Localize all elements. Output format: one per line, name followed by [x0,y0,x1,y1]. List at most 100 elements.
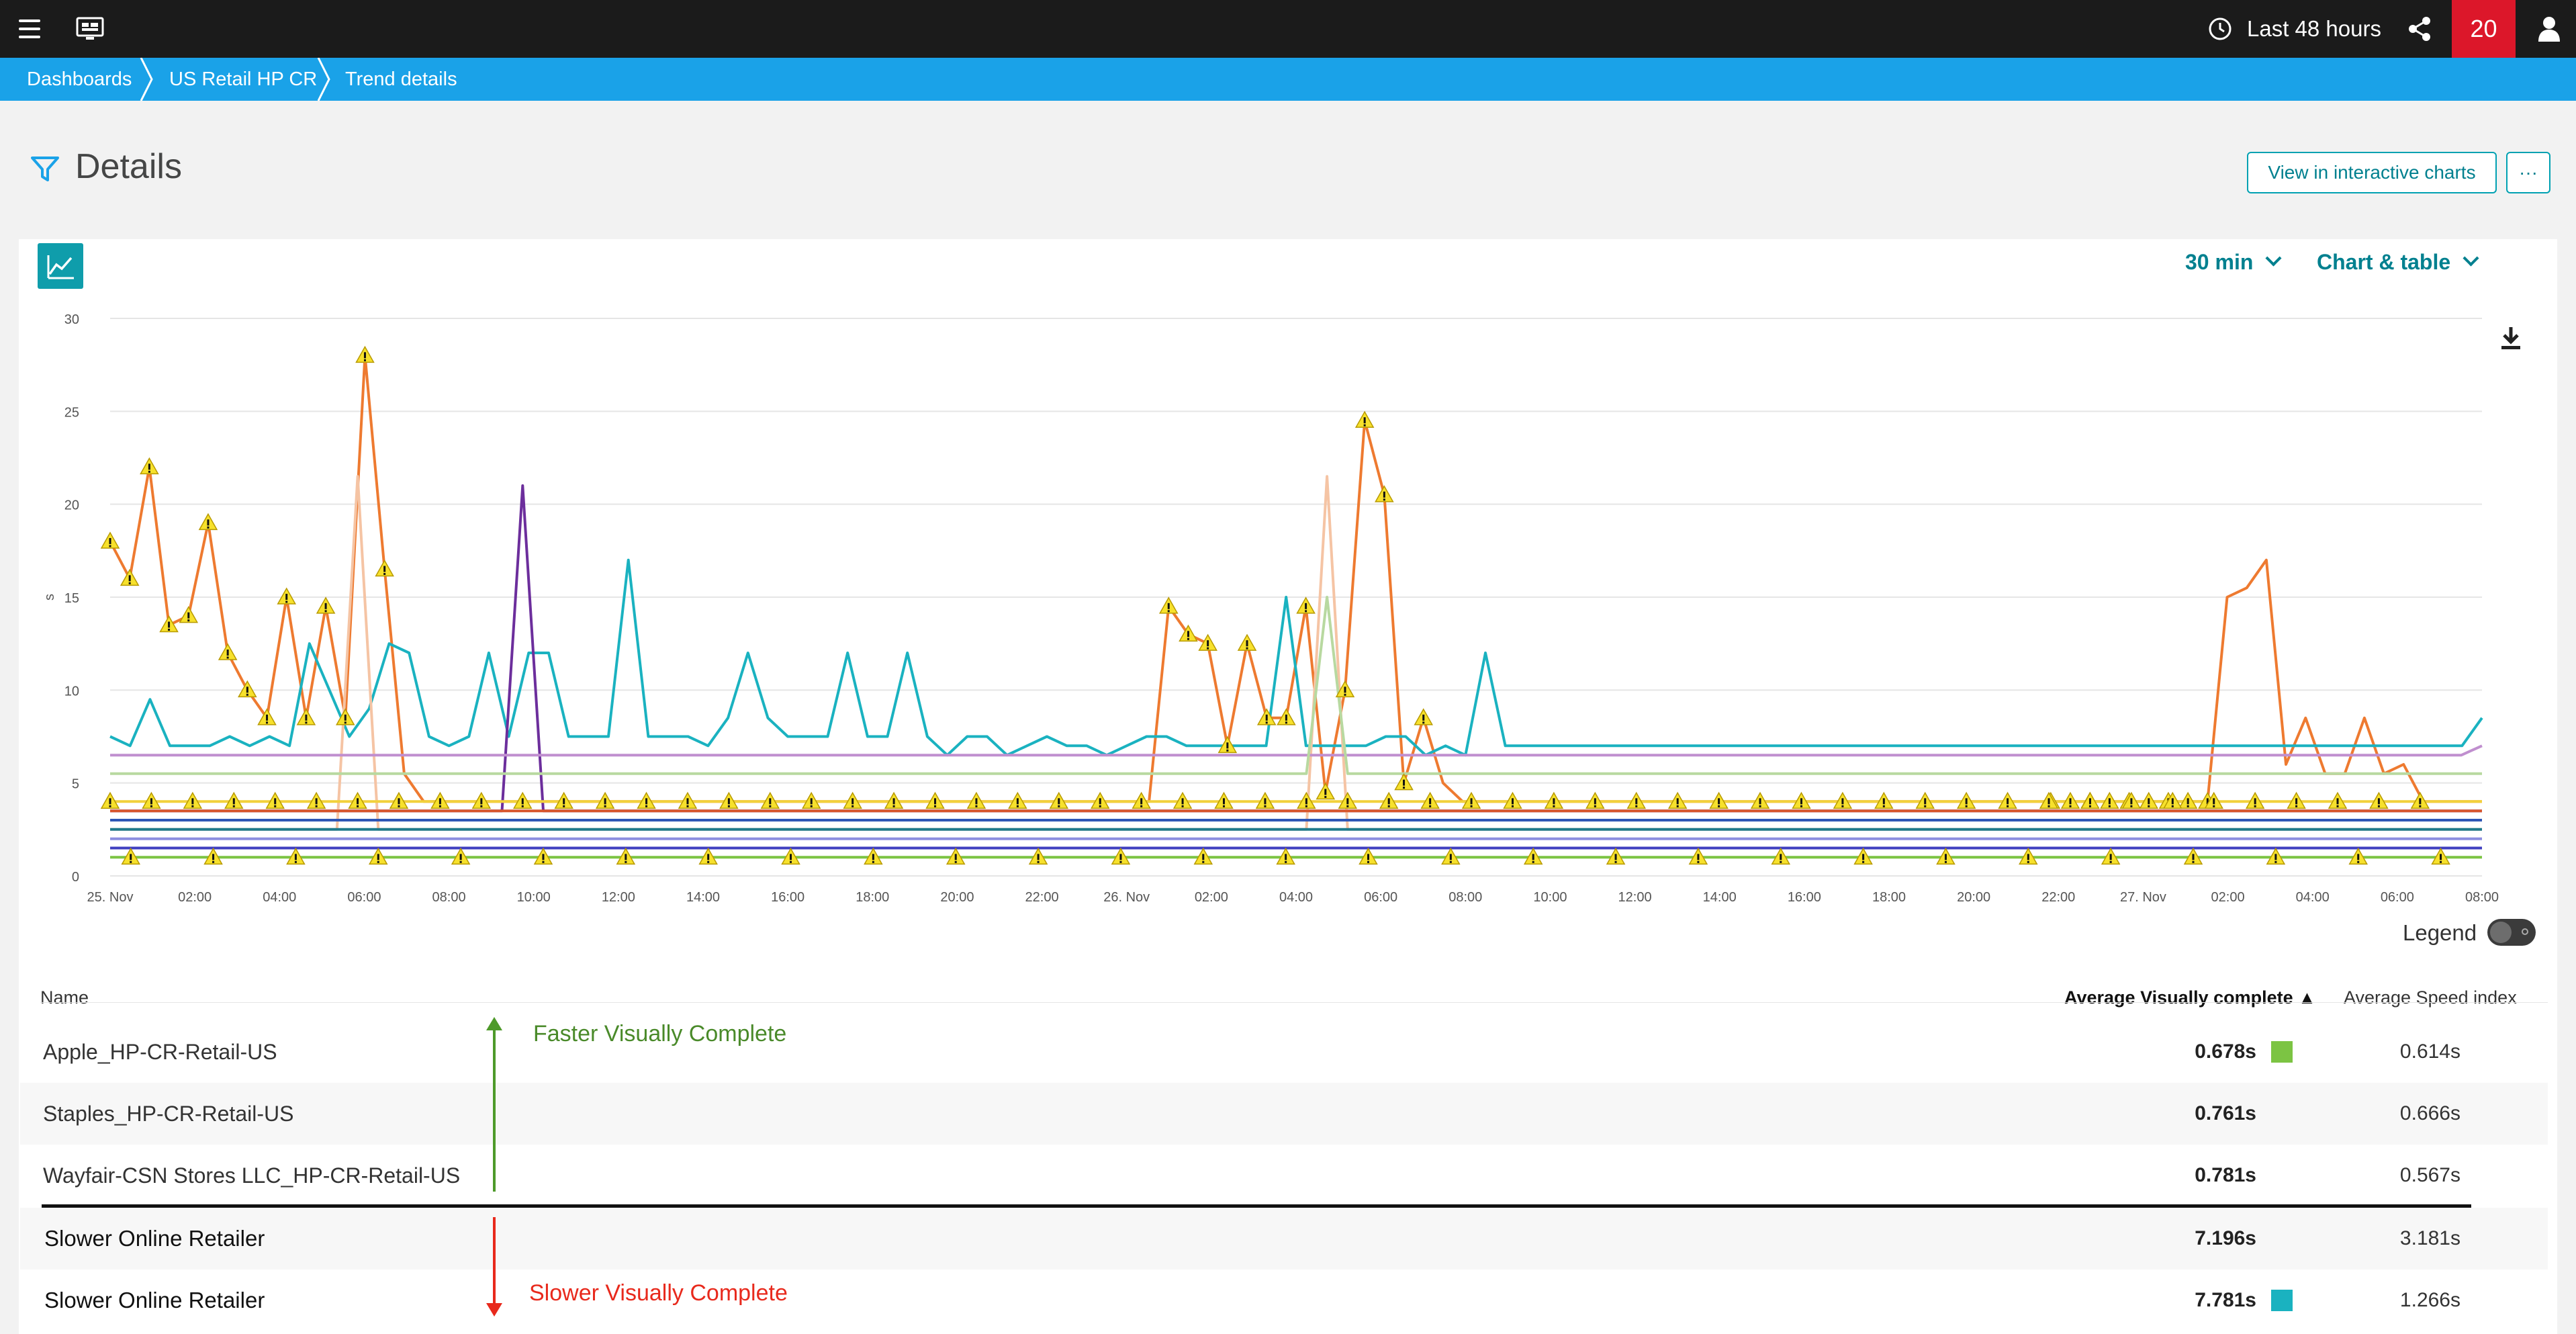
warning-icon[interactable] [1585,791,1605,809]
warning-icon[interactable] [451,847,471,865]
warning-icon[interactable] [1915,791,1935,809]
series-line[interactable] [110,596,2482,775]
warning-icon[interactable] [198,513,218,531]
warning-icon[interactable] [203,847,223,865]
warning-icon[interactable] [1394,773,1414,791]
warning-icon[interactable] [616,847,636,865]
warning-icon[interactable] [1090,791,1110,809]
warning-icon[interactable] [843,791,862,809]
warning-icon[interactable] [2369,791,2389,809]
warning-icon[interactable] [1833,791,1853,809]
warning-icon[interactable] [925,791,945,809]
series-line[interactable] [110,484,2482,813]
warning-icon[interactable] [1359,847,1378,865]
warning-icon[interactable] [2328,791,2348,809]
warning-icon[interactable] [966,791,986,809]
filter-icon[interactable] [31,156,59,183]
warning-icon[interactable] [471,791,492,809]
notification-badge[interactable]: 20 [2452,0,2516,58]
warning-icon[interactable] [368,847,388,865]
warning-icon[interactable] [2348,847,2368,865]
warning-icon[interactable] [698,847,718,865]
warning-icon[interactable] [2080,791,2100,809]
warning-icon[interactable] [2410,791,2430,809]
warning-icon[interactable] [781,847,800,865]
warning-icon[interactable] [2121,791,2142,809]
warning-icon[interactable] [2431,847,2450,865]
breadcrumb-dashboards[interactable]: Dashboards [27,69,132,90]
warning-icon[interactable] [179,606,199,623]
warning-icon[interactable] [348,791,367,809]
table-row[interactable]: Staples_HP-CR-Retail-US 0.761s 0.666s [20,1083,2548,1145]
warning-icon[interactable] [1998,791,2017,809]
warning-icon[interactable] [1354,410,1375,428]
warning-icon[interactable] [238,680,257,698]
view-mode-dropdown[interactable]: Chart & table [2317,250,2479,275]
warning-icon[interactable] [1414,708,1434,725]
warning-icon[interactable] [316,596,336,614]
warning-icon[interactable] [2060,791,2080,809]
warning-icon[interactable] [2183,847,2203,865]
warning-icon[interactable] [1049,791,1069,809]
warning-icon[interactable] [1132,791,1151,809]
warning-icon[interactable] [801,791,821,809]
warning-icon[interactable] [1179,624,1198,642]
warning-icon[interactable] [1111,847,1131,865]
warning-icon[interactable] [1172,791,1193,809]
resolution-dropdown[interactable]: 30 min [2185,250,2282,275]
table-row[interactable]: Slower Online Retailer 7.781s 1.266s [20,1270,2548,1331]
warning-icon[interactable] [1338,791,1358,809]
warning-icon[interactable] [554,791,573,809]
warning-icon[interactable] [1193,847,1213,865]
warning-icon[interactable] [1217,736,1238,754]
warning-icon[interactable] [286,847,306,865]
warning-icon[interactable] [257,708,277,725]
warning-icon[interactable] [1771,847,1791,865]
column-header-name[interactable]: Name [40,987,89,1008]
warning-icon[interactable] [1335,680,1355,698]
warning-icon[interactable] [1028,847,1048,865]
timeframe-selector[interactable]: Last 48 hours [2208,0,2381,58]
warning-icon[interactable] [335,708,355,725]
warning-icon[interactable] [1420,791,1440,809]
warning-icon[interactable] [760,791,780,809]
column-header-visually-complete[interactable]: Average Visually complete ▲ [2064,987,2316,1008]
share-icon[interactable] [2403,0,2436,58]
warning-icon[interactable] [2101,847,2121,865]
warning-icon[interactable] [355,345,375,363]
warning-icon[interactable] [296,708,316,725]
warning-icon[interactable] [183,791,203,809]
line-chart-tile[interactable] [38,243,83,289]
warning-icon[interactable] [2163,791,2182,809]
legend-toggle[interactable] [2487,919,2536,946]
user-icon[interactable] [2529,0,2569,58]
warning-icon[interactable] [678,791,698,809]
warning-icon[interactable] [1375,485,1394,502]
warning-icon[interactable] [430,791,450,809]
warning-icon[interactable] [1276,847,1295,865]
warning-icon[interactable] [864,847,883,865]
warning-icon[interactable] [1379,791,1399,809]
warning-icon[interactable] [1158,596,1179,614]
warning-icon[interactable] [159,615,179,633]
warning-icon[interactable] [533,847,553,865]
warning-icon[interactable] [1008,791,1027,809]
warning-icon[interactable] [1792,791,1811,809]
warning-icon[interactable] [1709,791,1729,809]
warning-icon[interactable] [1441,847,1461,865]
warning-icon[interactable] [100,531,120,549]
warning-icon[interactable] [1956,791,1976,809]
series-line[interactable] [110,744,2483,757]
download-icon[interactable] [2499,325,2522,352]
warning-icon[interactable] [1874,791,1894,809]
warning-icon[interactable] [1750,791,1770,809]
warning-icon[interactable] [121,847,140,865]
warning-icon[interactable] [2100,791,2119,809]
warning-icon[interactable] [946,847,966,865]
warning-icon[interactable] [306,791,326,809]
warning-icon[interactable] [595,791,615,809]
warning-icon[interactable] [142,791,161,809]
warning-icon[interactable] [1461,791,1481,809]
warning-icon[interactable] [389,791,409,809]
warning-icon[interactable] [637,791,656,809]
